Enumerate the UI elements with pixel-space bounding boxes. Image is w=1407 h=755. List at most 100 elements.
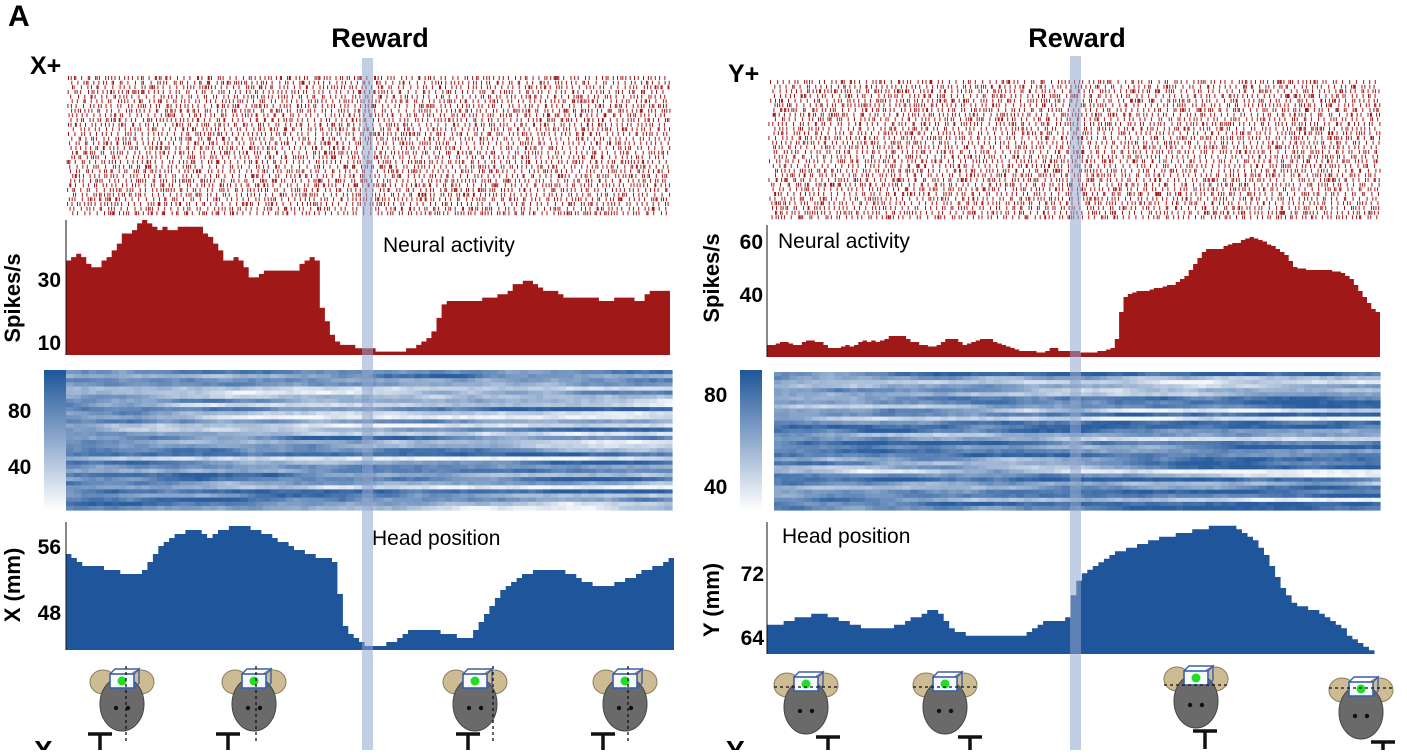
heatmap-cell (475, 378, 483, 383)
heatmap-cell (96, 387, 104, 392)
heatmap-cell (1092, 437, 1100, 442)
heatmap-cell (536, 382, 544, 387)
heatmap-cell (543, 374, 551, 379)
heatmap-cell (971, 482, 979, 487)
heatmap-cell (979, 376, 987, 381)
heatmap-cell (263, 481, 271, 486)
heatmap-cell (1032, 417, 1040, 422)
heatmap-cell (1259, 405, 1267, 410)
heatmap-cell (1145, 409, 1153, 414)
heatmap-cell (664, 502, 672, 507)
heatmap-cell (971, 429, 979, 434)
heatmap-cell (963, 376, 971, 381)
heatmap-cell (407, 506, 415, 511)
heatmap-cell (180, 448, 188, 453)
heatmap-cell (346, 440, 354, 445)
heatmap-cell (596, 457, 604, 462)
heatmap-cell (873, 421, 881, 426)
heatmap-cell (918, 421, 926, 426)
heatmap-cell (414, 411, 422, 416)
heatmap-cell (430, 469, 438, 474)
heatmap-cell (142, 444, 150, 449)
heatmap-cell (986, 388, 994, 393)
heatmap-cell (536, 473, 544, 478)
heatmap-cell (895, 384, 903, 389)
heatmap-cell (1335, 433, 1343, 438)
heatmap-cell (926, 396, 934, 401)
heatmap-cell (1251, 376, 1259, 381)
heatmap-cell (490, 415, 498, 420)
heatmap-cell (74, 419, 82, 424)
heatmap-cell (619, 411, 627, 416)
heatmap-cell (468, 411, 476, 416)
heatmap-cell (293, 411, 301, 416)
heatmap-cell (1274, 429, 1282, 434)
heatmap-cell (210, 465, 218, 470)
heatmap-cell (1183, 380, 1191, 385)
heatmap-cell (664, 477, 672, 482)
heatmap-cell (1160, 425, 1168, 430)
heatmap-cell (797, 433, 805, 438)
heatmap-cell (498, 448, 506, 453)
heatmap-cell (1130, 478, 1138, 483)
heatmap-cell (634, 411, 642, 416)
heatmap-cell (460, 485, 468, 490)
heatmap-cell (172, 374, 180, 379)
heatmap-cell (649, 399, 657, 404)
heatmap-cell (528, 485, 536, 490)
heatmap-cell (377, 489, 385, 494)
heatmap-cell (948, 380, 956, 385)
heatmap-cell (1085, 469, 1093, 474)
heatmap-cell (581, 457, 589, 462)
heatmap-cell (112, 395, 120, 400)
heatmap-cell (1092, 392, 1100, 397)
heatmap-cell (581, 432, 589, 437)
heatmap-cell (1229, 388, 1237, 393)
heatmap-cell (1168, 465, 1176, 470)
heatmap-cell (895, 388, 903, 393)
heatmap-cell (490, 452, 498, 457)
heatmap-cell (1039, 372, 1047, 377)
heatmap-cell (865, 376, 873, 381)
heatmap-cell (104, 473, 112, 478)
heatmap-cell (850, 400, 858, 405)
heatmap-cell (104, 378, 112, 383)
heatmap-cell (1145, 405, 1153, 410)
heatmap-cell (384, 481, 392, 486)
heatmap-cell (1153, 469, 1161, 474)
heatmap-cell (1350, 433, 1358, 438)
heatmap-cell (149, 370, 157, 375)
heatmap-cell (627, 494, 635, 499)
heatmap-cell (1062, 469, 1070, 474)
heatmap-cell (664, 399, 672, 404)
heatmap-cell (225, 436, 233, 441)
heatmap-cell (271, 378, 279, 383)
heatmap-cell (142, 424, 150, 429)
heatmap-cell (422, 387, 430, 392)
heatmap-cell (301, 374, 309, 379)
heatmap-cell (89, 387, 97, 392)
heatmap-cell (865, 392, 873, 397)
heatmap-cell (1304, 474, 1312, 479)
heatmap-cell (271, 457, 279, 462)
heatmap-cell (271, 489, 279, 494)
heatmap-cell (1357, 388, 1365, 393)
heatmap-cell (1153, 437, 1161, 442)
heatmap-cell (649, 477, 657, 482)
heatmap-cell (1145, 417, 1153, 422)
heatmap-cell (1221, 425, 1229, 430)
heatmap-cell (1160, 478, 1168, 483)
heatmap-cell (589, 374, 597, 379)
heatmap-cell (430, 477, 438, 482)
heatmap-cell (1054, 465, 1062, 470)
heatmap-cell (475, 461, 483, 466)
heatmap-cell (1191, 372, 1199, 377)
heatmap-cell (558, 452, 566, 457)
heatmap-cell (1183, 396, 1191, 401)
heatmap-cell (604, 461, 612, 466)
heatmap-cell (468, 485, 476, 490)
heatmap-cell (316, 440, 324, 445)
heatmap-cell (218, 374, 226, 379)
heatmap-cell (202, 448, 210, 453)
heatmap-cell (820, 376, 828, 381)
